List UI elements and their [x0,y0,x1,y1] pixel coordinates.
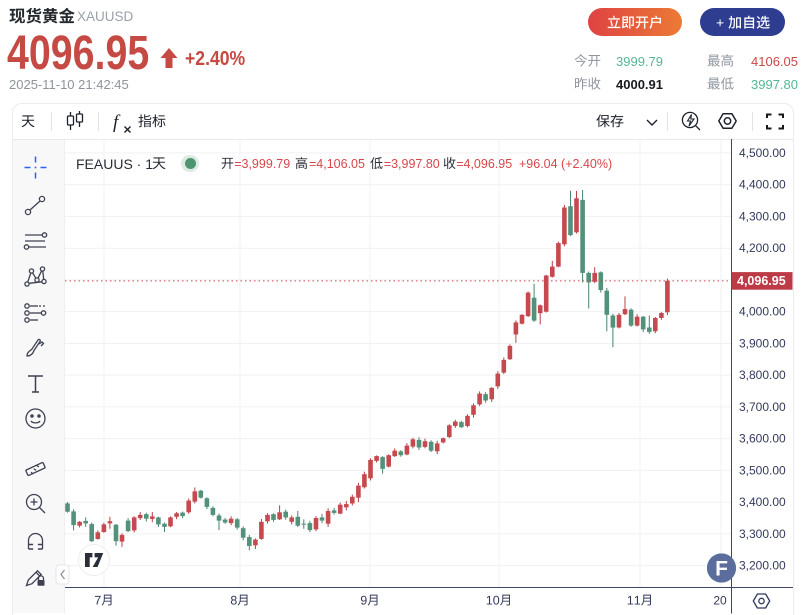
svg-text:3,800.00: 3,800.00 [739,368,786,382]
svg-text:3,600.00: 3,600.00 [739,432,786,446]
svg-text:3,400.00: 3,400.00 [739,495,786,509]
svg-text:4,096.95: 4,096.95 [737,274,786,288]
svg-text:3,200.00: 3,200.00 [739,559,786,573]
svg-text:20: 20 [713,594,727,608]
svg-text:3,700.00: 3,700.00 [739,400,786,414]
svg-text:F: F [715,558,728,581]
svg-text:3,900.00: 3,900.00 [739,336,786,350]
svg-text:4,300.00: 4,300.00 [739,209,786,223]
svg-text:4,400.00: 4,400.00 [739,178,786,192]
svg-text:3,500.00: 3,500.00 [739,463,786,477]
svg-text:4,500.00: 4,500.00 [739,146,786,160]
svg-text:f: f [113,112,121,133]
svg-text:4,000.00: 4,000.00 [739,305,786,319]
svg-text:3,300.00: 3,300.00 [739,527,786,541]
svg-text:4,200.00: 4,200.00 [739,241,786,255]
